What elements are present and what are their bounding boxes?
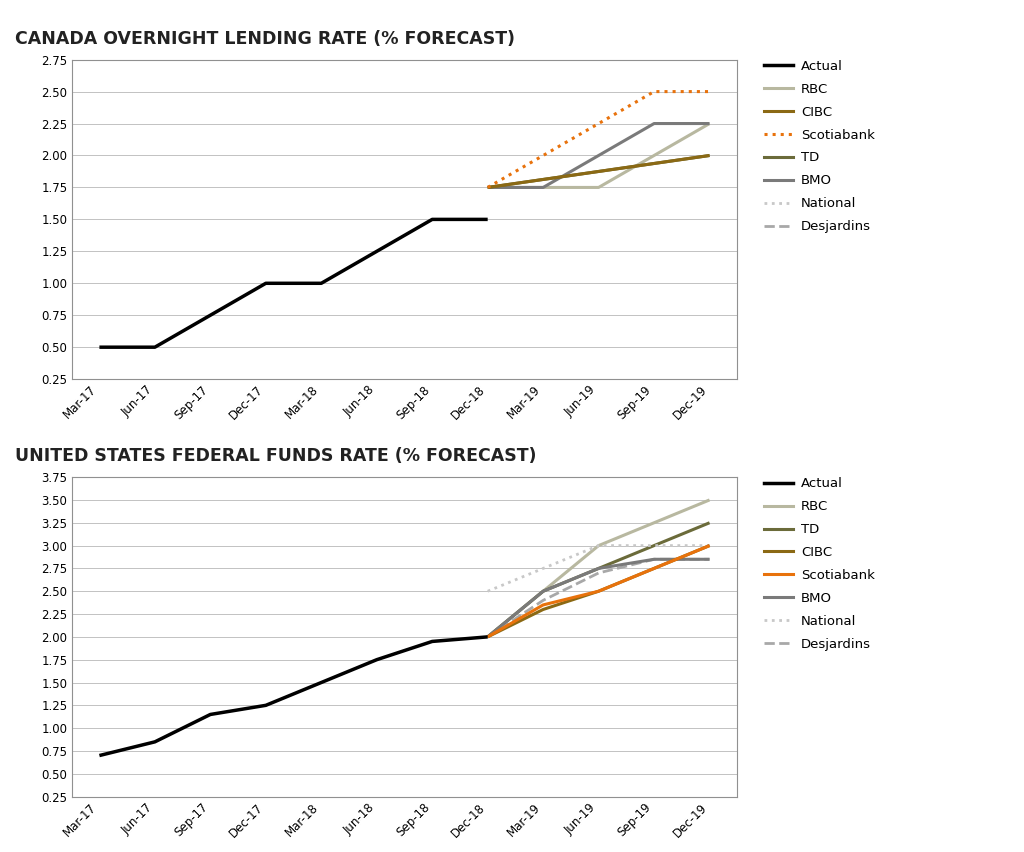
Text: UNITED STATES FEDERAL FUNDS RATE (% FORECAST): UNITED STATES FEDERAL FUNDS RATE (% FORE… — [15, 447, 537, 465]
Text: CANADA OVERNIGHT LENDING RATE (% FORECAST): CANADA OVERNIGHT LENDING RATE (% FORECAS… — [15, 30, 515, 48]
Legend: Actual, RBC, TD, CIBC, Scotiabank, BMO, National, Desjardins: Actual, RBC, TD, CIBC, Scotiabank, BMO, … — [764, 477, 874, 651]
Legend: Actual, RBC, CIBC, Scotiabank, TD, BMO, National, Desjardins: Actual, RBC, CIBC, Scotiabank, TD, BMO, … — [764, 60, 874, 233]
